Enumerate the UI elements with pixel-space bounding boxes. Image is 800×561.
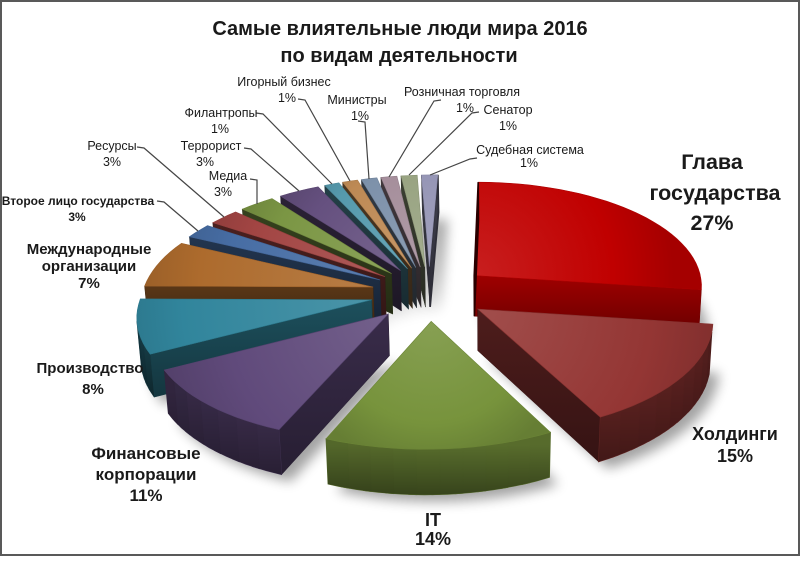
svg-text:Судебная система: Судебная система: [476, 143, 584, 157]
svg-text:корпорации: корпорации: [96, 465, 197, 484]
svg-text:IT: IT: [425, 510, 441, 530]
svg-text:Глава: Глава: [681, 150, 744, 174]
svg-text:3%: 3%: [196, 155, 214, 169]
svg-text:15%: 15%: [717, 446, 753, 466]
svg-text:Самые влиятельные люди мира 20: Самые влиятельные люди мира 2016: [212, 18, 587, 40]
svg-text:11%: 11%: [129, 486, 162, 505]
svg-text:Террорист: Террорист: [181, 139, 242, 153]
svg-text:по видам деятельности: по видам деятельности: [280, 45, 517, 67]
svg-text:Медиа: Медиа: [209, 169, 248, 183]
svg-text:1%: 1%: [456, 101, 474, 115]
svg-text:Розничная торговля: Розничная торговля: [404, 85, 520, 99]
svg-text:8%: 8%: [82, 381, 104, 398]
svg-text:3%: 3%: [103, 155, 121, 169]
svg-text:14%: 14%: [415, 529, 451, 549]
svg-text:27%: 27%: [690, 211, 733, 235]
svg-text:Сенатор: Сенатор: [483, 103, 532, 117]
svg-text:3%: 3%: [68, 210, 86, 224]
svg-text:Финансовые: Финансовые: [91, 444, 200, 463]
svg-text:3%: 3%: [214, 185, 232, 199]
svg-text:Холдинги: Холдинги: [692, 424, 778, 444]
svg-text:Второе лицо государства: Второе лицо государства: [2, 194, 155, 208]
svg-text:Игорный бизнес: Игорный бизнес: [237, 75, 331, 89]
svg-text:1%: 1%: [211, 122, 229, 136]
svg-text:Ресурсы: Ресурсы: [87, 139, 136, 153]
svg-text:1%: 1%: [499, 119, 517, 133]
svg-text:1%: 1%: [520, 156, 538, 170]
svg-text:7%: 7%: [78, 275, 100, 292]
svg-text:Производство: Производство: [37, 360, 144, 377]
svg-text:государства: государства: [649, 181, 781, 205]
svg-text:Министры: Министры: [327, 93, 386, 107]
svg-text:1%: 1%: [351, 109, 369, 123]
svg-text:Филантропы: Филантропы: [184, 106, 257, 120]
svg-text:1%: 1%: [278, 91, 296, 105]
svg-text:Международные: Международные: [27, 241, 152, 258]
svg-text:организации: организации: [42, 258, 136, 275]
